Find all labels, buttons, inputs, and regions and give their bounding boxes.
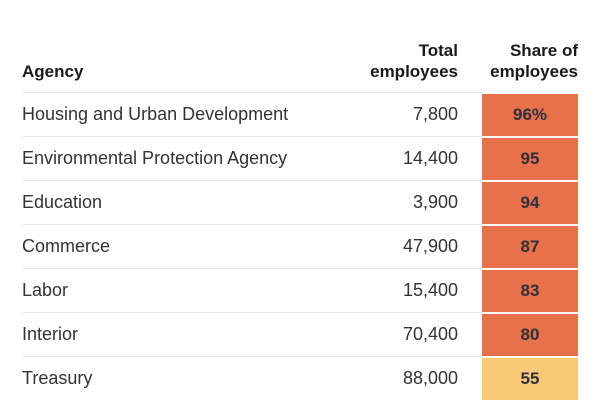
total-employees-cell: 70,400 <box>350 312 482 356</box>
agency-cell: Treasury <box>22 356 350 400</box>
agency-cell: Labor <box>22 268 350 312</box>
share-heat-cell: 83 <box>482 270 578 312</box>
data-table: Agency Total employees Share of employee… <box>22 0 578 400</box>
total-employees-cell: 3,900 <box>350 180 482 224</box>
share-heat-cell: 87 <box>482 226 578 268</box>
column-header-share-of-employees: Share of employees <box>490 41 578 81</box>
agency-cell: Housing and Urban Development <box>22 92 350 136</box>
total-employees-cell: 15,400 <box>350 268 482 312</box>
agency-cell: Interior <box>22 312 350 356</box>
share-heat-cell: 55 <box>482 358 578 400</box>
total-employees-cell: 14,400 <box>350 136 482 180</box>
share-heat-cell: 96% <box>482 94 578 136</box>
column-header-total-employees: Total employees <box>370 41 458 81</box>
share-heat-cell: 95 <box>482 138 578 180</box>
share-heat-cell: 80 <box>482 314 578 356</box>
total-employees-cell: 47,900 <box>350 224 482 268</box>
total-employees-cell: 88,000 <box>350 356 482 400</box>
total-employees-cell: 7,800 <box>350 92 482 136</box>
column-header-agency: Agency <box>22 62 84 81</box>
agency-cell: Education <box>22 180 350 224</box>
agency-cell: Environmental Protection Agency <box>22 136 350 180</box>
agency-cell: Commerce <box>22 224 350 268</box>
share-heat-cell: 94 <box>482 182 578 224</box>
